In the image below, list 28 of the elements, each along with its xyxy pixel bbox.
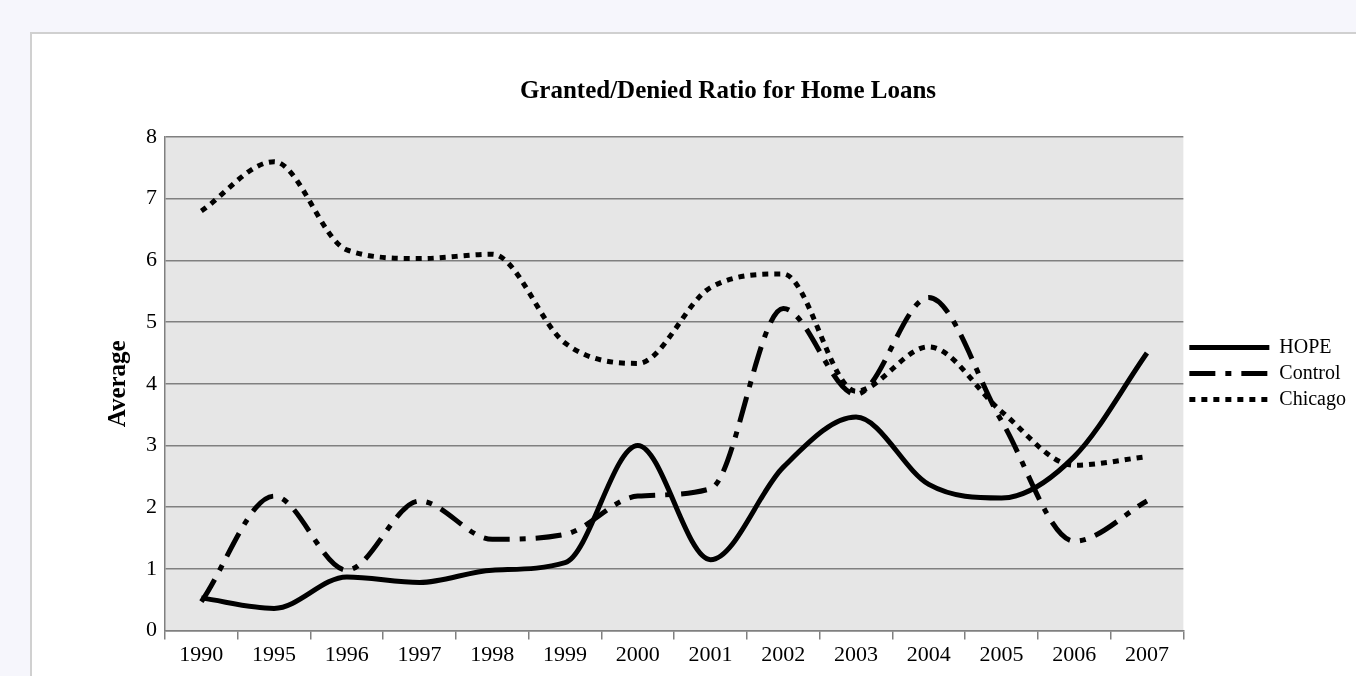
x-tick-label: 1990: [179, 640, 224, 666]
y-tick-label: 2: [146, 492, 157, 518]
y-tick-label: 0: [146, 616, 157, 642]
x-tick-label: 1997: [397, 640, 442, 666]
x-tick-label: 2001: [688, 640, 733, 666]
y-tick-label: 4: [146, 369, 157, 395]
y-tick-label: 7: [146, 184, 157, 210]
x-tick-label: 1996: [324, 640, 369, 666]
x-tick-label: 2002: [761, 640, 806, 666]
y-tick-label: 5: [146, 307, 157, 333]
x-tick-label: 1998: [470, 640, 515, 666]
x-tick-label: 2007: [1124, 640, 1169, 666]
y-axis-title: Average: [103, 340, 131, 428]
y-tick-label: 6: [146, 246, 157, 272]
y-tick-label: 3: [146, 431, 157, 457]
x-tick-label: 2004: [906, 640, 951, 666]
x-tick-label: 2003: [834, 640, 879, 666]
x-tick-label: 2000: [615, 640, 660, 666]
legend-label: HOPE: [1279, 334, 1332, 357]
x-tick-label: 1995: [252, 640, 297, 666]
x-tick-label: 1999: [543, 640, 588, 666]
y-tick-label: 1: [146, 554, 157, 580]
x-tick-label: 2006: [1052, 640, 1097, 666]
legend-label: Chicago: [1279, 386, 1347, 410]
legend-label: Control: [1279, 360, 1341, 383]
x-tick-label: 2005: [979, 640, 1024, 666]
chart-title: Granted/Denied Ratio for Home Loans: [519, 76, 937, 104]
y-tick-label: 8: [146, 122, 157, 148]
